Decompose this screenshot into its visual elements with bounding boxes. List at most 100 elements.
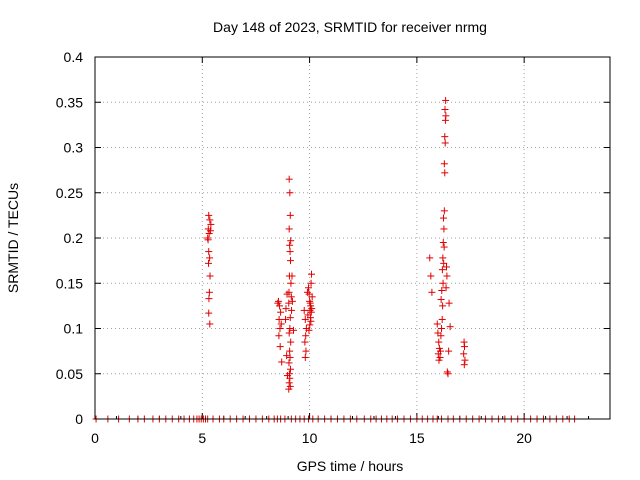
data-point (441, 105, 449, 113)
data-point (285, 329, 293, 337)
data-point (286, 365, 294, 373)
data-point (286, 314, 294, 322)
axis-ticks: 0 5 10 15 20 0 0.05 0.1 0.15 0.2 0.25 0.3 0.35 0.4 (56, 49, 610, 446)
data-point (445, 299, 453, 307)
data-point (285, 175, 293, 183)
data-point (285, 359, 293, 367)
data-point (306, 297, 314, 305)
data-point (277, 308, 285, 316)
data-point (205, 295, 213, 303)
data-point (306, 321, 314, 329)
data-point (283, 372, 291, 380)
data-point (207, 220, 215, 228)
data-point (286, 257, 294, 265)
data-point (286, 347, 294, 355)
data-point (275, 315, 283, 323)
data-point (206, 320, 214, 328)
data-point (275, 332, 283, 340)
data-point (285, 225, 293, 233)
data-point (437, 296, 445, 304)
y-tick-label: 0.05 (56, 366, 83, 382)
data-point (286, 353, 294, 361)
y-tick-label: 0.3 (64, 140, 84, 156)
data-point (205, 309, 213, 317)
data-point (278, 358, 286, 366)
data-point (433, 320, 441, 328)
data-point (306, 299, 314, 307)
data-point (443, 368, 451, 376)
data-point (277, 320, 285, 328)
data-point (443, 272, 451, 280)
data-point (461, 356, 469, 364)
y-tick-label: 0.15 (56, 275, 83, 291)
data-point (439, 254, 447, 262)
y-tick-label: 0.4 (64, 49, 84, 65)
data-point (308, 270, 316, 278)
data-point (444, 370, 452, 378)
data-point (440, 243, 448, 251)
data-point (276, 343, 284, 351)
data-point (285, 385, 293, 393)
data-point (205, 288, 213, 296)
data-point (442, 263, 450, 271)
data-point (440, 259, 448, 267)
data-point (205, 211, 213, 219)
data-point (303, 288, 311, 296)
data-point (283, 290, 291, 298)
data-point (445, 347, 453, 355)
data-point (442, 284, 450, 292)
data-point (438, 266, 446, 274)
data-point (206, 227, 214, 235)
data-point (301, 315, 309, 323)
data-point (308, 293, 316, 301)
data-point (302, 347, 310, 355)
data-point (282, 315, 290, 323)
data-point (426, 254, 434, 262)
y-tick-label: 0.1 (64, 321, 84, 337)
x-tick-label: 15 (409, 430, 425, 446)
y-tick-label: 0 (75, 411, 83, 427)
data-point (428, 288, 436, 296)
data-point (438, 286, 446, 294)
data-point (206, 254, 214, 262)
data-point (288, 297, 296, 305)
y-axis-label: SRMTID / TECUs (5, 183, 21, 293)
data-point (301, 353, 309, 361)
y-tick-label: 0.2 (64, 230, 84, 246)
data-point (439, 302, 447, 310)
data-point (305, 284, 313, 292)
data-point (307, 317, 315, 325)
data-point (286, 241, 294, 249)
data-point (206, 216, 214, 224)
data-point (435, 356, 443, 364)
data-point (302, 332, 310, 340)
data-point (286, 325, 294, 332)
data-point (439, 214, 447, 222)
data-point (282, 305, 290, 313)
data-point (307, 279, 315, 287)
data-point (283, 352, 291, 360)
data-point (439, 239, 447, 247)
data-point (288, 306, 296, 314)
data-point (205, 259, 213, 267)
data-point (308, 305, 316, 313)
data-point (438, 315, 446, 323)
x-tick-label: 10 (302, 430, 318, 446)
chart-title: Day 148 of 2023, SRMTID for receiver nrm… (213, 19, 487, 35)
data-point (285, 379, 293, 387)
data-point (435, 338, 443, 346)
data-point (301, 338, 309, 346)
data-point (460, 361, 468, 369)
data-point (440, 225, 448, 233)
data-point (286, 189, 294, 197)
data-point (439, 279, 447, 287)
x-tick-label: 20 (516, 430, 532, 446)
x-tick-label: 5 (198, 430, 206, 446)
data-point (206, 272, 214, 280)
data-point (440, 207, 448, 215)
data-point (288, 272, 296, 280)
data-point (274, 297, 282, 305)
data-point (287, 293, 295, 301)
x-tick-label: 0 (91, 430, 99, 446)
